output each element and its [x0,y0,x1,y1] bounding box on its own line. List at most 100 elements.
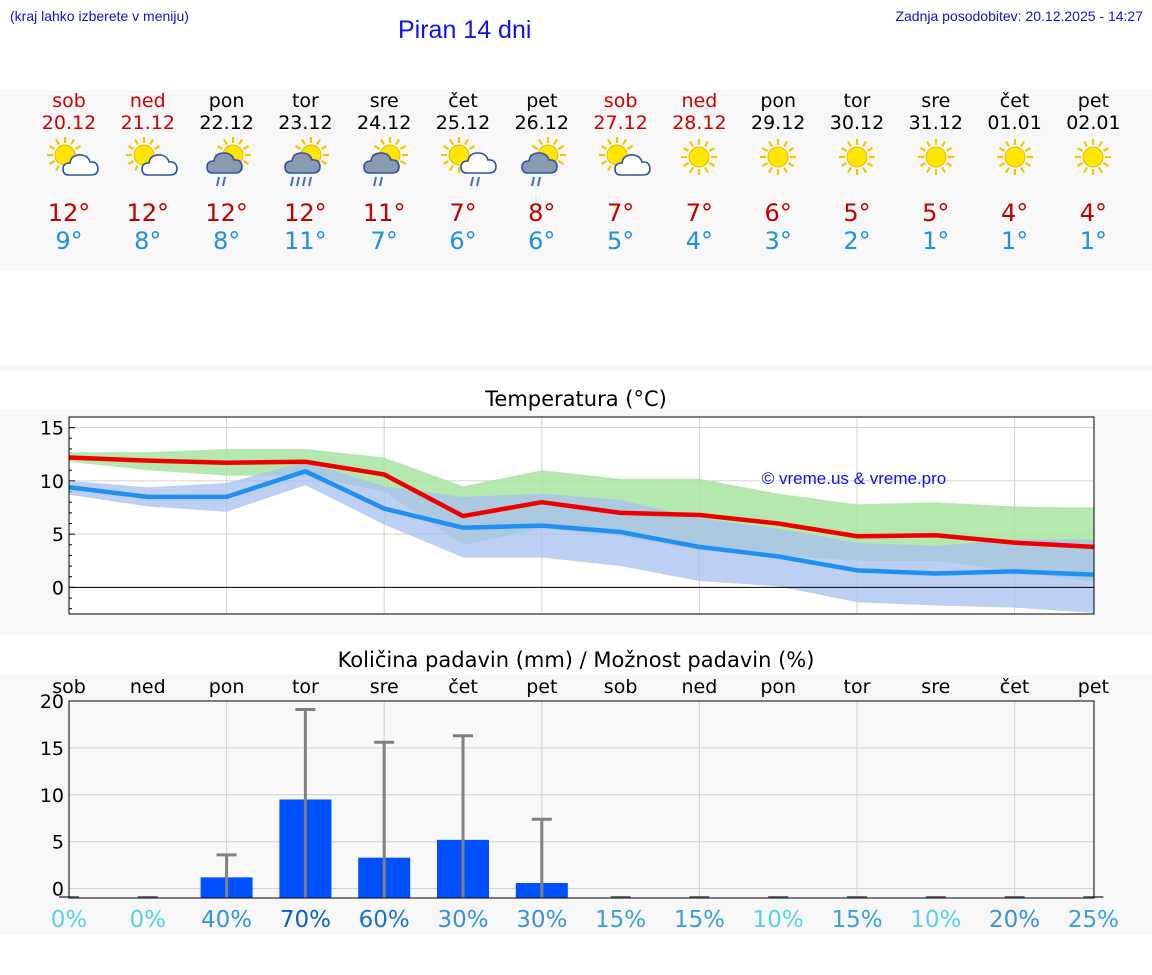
y-tick-label: 10 [40,471,64,493]
day-column: pon 29.12 6° 3° [738,90,818,255]
min-range-band [69,461,1094,613]
day-column: čet 01.01 4° 1° [975,90,1055,255]
precipitation-probability: 0% [51,907,88,933]
precipitation-chart-title: Količina padavin (mm) / Možnost padavin … [337,648,815,672]
date-label: 21.12 [120,112,175,134]
y-tick-label: 20 [40,691,64,713]
date-label: 25.12 [435,112,491,134]
precipitation-probability: 15% [831,907,882,933]
max-temperature: 7° [606,199,635,227]
date-label: 24.12 [356,112,412,134]
page-title: Piran 14 dni [398,16,532,44]
sun-icon [1053,137,1133,199]
weekday-label: pon [760,90,797,112]
day-column: tor 30.12 5° 2° [817,90,897,255]
date-label: 23.12 [278,112,333,134]
min-temperature: 9° [55,227,83,255]
x-category-label: ned [130,676,166,698]
weekday-label: sob [603,90,638,112]
plot-area [69,701,1094,898]
date-label: 29.12 [750,112,806,134]
x-category-label: pon [760,676,796,698]
day-column: sob 27.12 7° 5° [581,90,661,255]
weekday-label: ned [681,90,718,112]
max-temperature: 5° [922,199,950,227]
precipitation-probability: 20% [989,907,1040,933]
x-category-label: tor [844,676,871,698]
y-tick-label: 10 [40,785,64,807]
temperature-chart: 0 5 10 15 © vreme.us & vreme.pro [40,416,1095,615]
y-tick-label: 15 [40,418,64,440]
sun-cloud-icon [581,137,661,199]
plot-frame [68,416,1095,615]
min-temperature: 8° [134,227,162,255]
date-label: 02.01 [1066,112,1121,134]
precipitation-probability: 15% [595,907,646,933]
sun-cloud-rain-icon [423,137,503,199]
separator [0,365,1152,371]
min-temperature: 5° [606,227,635,255]
min-temperature: 1° [922,227,950,255]
forecast-panel [0,90,1152,270]
max-temperature: 6° [764,199,792,227]
date-label: 22.12 [199,112,254,134]
max-temperature: 12° [284,199,327,227]
weekday-label: sob [52,90,86,112]
day-column: čet 25.12 7° 6° [423,90,503,255]
location-hint: (kraj lahko izberete v meniju) [10,8,189,24]
min-temperature: 6° [528,227,556,255]
max-temperature: 5° [843,199,871,227]
precipitation-probability: 30% [516,907,567,933]
max-temperature: 12° [126,199,170,227]
x-category-label: čet [1000,676,1030,698]
date-label: 01.01 [987,112,1042,134]
precipitation-probability: 60% [359,907,410,933]
x-category-label: pet [1078,676,1109,698]
sun-icon [738,137,818,199]
x-category-label: pet [526,676,557,698]
max-temperature: 7° [449,199,477,227]
weekday-label: sre [921,90,951,112]
weekday-label: sre [369,90,399,112]
x-category-label: ned [682,676,718,698]
day-column: ned 28.12 7° 4° [659,90,739,255]
x-category-label: sob [604,676,638,698]
min-temperature: 8° [212,227,241,255]
min-temperature: 1° [1079,227,1108,255]
plot-frame [68,700,1095,899]
max-temperature: 4° [1000,199,1029,227]
min-temperature: 1° [1000,227,1029,255]
sun-icon [817,137,897,199]
precipitation-probability: 40% [201,907,252,933]
sun-heavy-rain-icon [265,137,345,199]
day-column: pet 02.01 4° 1° [1053,90,1133,255]
x-category-label: sob [52,676,86,698]
min-temperature: 11° [284,227,327,255]
max-temperature: 8° [528,199,556,227]
sun-icon [659,137,739,199]
day-column: ned 21.12 12° 8° [108,90,188,255]
sun-rain-icon [502,137,582,199]
precipitation-probability: 70% [280,907,331,933]
day-column: pet 26.12 8° 6° [502,90,582,255]
date-label: 27.12 [593,112,648,134]
sun-rain-icon [344,137,424,199]
min-temperature-line [68,469,1094,577]
max-temperature: 12° [205,199,248,227]
max-temperature: 12° [47,199,91,227]
precipitation-probability: 30% [437,907,488,933]
sun-cloud-icon [108,137,188,199]
weekday-label: čet [999,90,1030,112]
day-column: sre 31.12 5° 1° [896,90,976,255]
weekday-label: pet [526,90,558,112]
sun-icon [975,137,1055,199]
date-label: 31.12 [908,112,963,134]
sun-rain-icon [187,137,267,199]
weekday-label: čet [448,90,478,112]
max-temperature: 7° [685,199,714,227]
weekday-label: pon [208,90,245,112]
precipitation-probability: 10% [753,907,804,933]
date-label: 28.12 [672,112,727,134]
y-tick-label: 5 [52,524,64,546]
